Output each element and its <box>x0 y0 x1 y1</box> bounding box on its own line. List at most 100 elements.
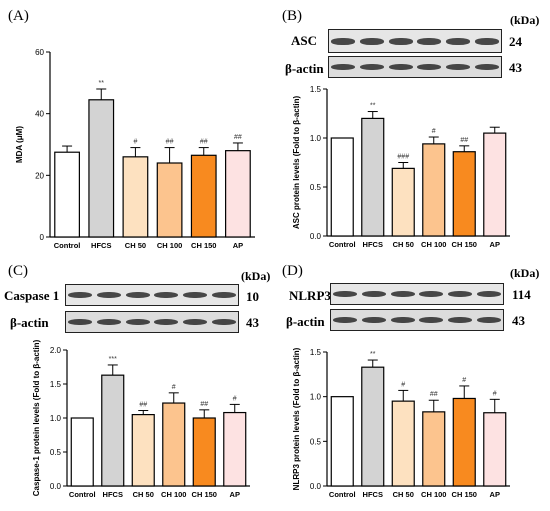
y-tick-label: 1.5 <box>50 380 62 389</box>
significance-label: ## <box>460 137 468 144</box>
x-tick-label: Control <box>54 241 81 250</box>
blot-band <box>447 291 473 298</box>
x-tick-label: AP <box>233 241 243 250</box>
panel-d-letter: (D) <box>282 263 303 279</box>
x-tick-label: AP <box>490 240 500 249</box>
x-tick-label: CH 50 <box>393 240 414 249</box>
bar <box>122 156 149 238</box>
x-tick-label: CH 150 <box>452 240 477 249</box>
x-tick-label: HFCS <box>363 240 383 249</box>
blot-band <box>331 64 356 71</box>
x-tick-label: Control <box>329 240 356 249</box>
blot-c-caspase-label: Caspase 1 <box>4 288 60 303</box>
blot-b-asc-label: ASC <box>291 33 318 48</box>
significance-label: # <box>493 390 497 397</box>
blot-band <box>182 292 208 299</box>
significance-label: ## <box>234 134 242 141</box>
blot-band <box>361 291 387 298</box>
blot-band <box>359 37 385 45</box>
significance-label: # <box>172 384 176 391</box>
blot-c-actin <box>65 311 239 333</box>
blot-c-caspase <box>65 284 239 306</box>
panel-b-letter: (B) <box>282 8 302 24</box>
bar <box>452 397 476 487</box>
bar <box>54 151 80 238</box>
x-tick-label: CH 100 <box>157 241 182 250</box>
blot-band <box>474 64 499 71</box>
blot-c-actin-size: 43 <box>246 315 259 330</box>
x-tick-label: HFCS <box>103 490 123 499</box>
significance-label: ## <box>139 402 147 409</box>
x-tick-label: CH 100 <box>161 490 186 499</box>
x-tick-label: HFCS <box>363 490 383 499</box>
significance-label: # <box>401 381 405 388</box>
y-tick-label: 0.0 <box>50 482 62 491</box>
x-tick-label: CH 100 <box>421 490 446 499</box>
x-tick-label: AP <box>230 490 240 499</box>
blot-band <box>182 319 208 326</box>
panel-a-letter: (A) <box>8 8 29 24</box>
blot-b-asc <box>328 29 502 53</box>
y-tick-label: 1.5 <box>310 348 322 357</box>
blot-band <box>359 64 385 71</box>
significance-label: ## <box>430 391 438 398</box>
blot-band <box>125 319 150 326</box>
bar <box>88 99 115 238</box>
blot-band <box>96 292 122 299</box>
blot-d-nlrp3 <box>330 283 504 305</box>
bar <box>330 137 354 237</box>
x-tick-label: CH 150 <box>452 490 477 499</box>
x-tick-label: CH 150 <box>191 241 216 250</box>
y-tick-label: 1.0 <box>50 414 62 423</box>
blot-band <box>211 292 236 299</box>
bar <box>70 417 94 487</box>
y-tick-label: 1.5 <box>310 85 322 94</box>
y-tick-label: 0.5 <box>310 183 322 192</box>
y-tick-label: 1.0 <box>310 134 322 143</box>
y-tick-label: 0 <box>40 233 45 242</box>
x-tick-label: CH 50 <box>125 241 146 250</box>
panel-c-letter: (C) <box>8 263 28 279</box>
blot-band <box>474 37 499 45</box>
y-axis-label: NLRP3 protein levels (Fold to β-actin) <box>292 347 301 490</box>
blot-band <box>388 37 413 45</box>
panel-c-kda: (kDa) <box>241 269 271 283</box>
x-tick-label: AP <box>490 490 500 499</box>
blot-band <box>447 317 473 324</box>
blot-band <box>419 317 444 324</box>
significance-label: ** <box>99 80 105 87</box>
blot-band <box>154 319 179 326</box>
blot-band <box>417 37 442 45</box>
blot-band <box>476 317 501 324</box>
y-tick-label: 20 <box>35 171 44 180</box>
significance-label: ### <box>397 154 409 161</box>
blot-band <box>68 292 93 299</box>
blot-band <box>390 317 415 324</box>
blot-d-nlrp3-label: NLRP3 <box>289 288 331 303</box>
significance-label: # <box>133 139 137 146</box>
blot-band <box>388 64 413 71</box>
bar <box>361 366 385 487</box>
bar <box>483 412 507 487</box>
significance-label: ## <box>200 401 208 408</box>
blot-band <box>445 37 471 45</box>
blot-b-actin-size: 43 <box>509 60 522 75</box>
y-tick-label: 0.0 <box>310 232 322 241</box>
y-tick-label: 40 <box>35 110 44 119</box>
blot-b-asc-size: 24 <box>509 34 522 49</box>
blot-c-caspase-size: 10 <box>246 289 259 304</box>
significance-label: ** <box>370 351 376 358</box>
blot-band <box>331 37 356 45</box>
significance-label: *** <box>109 356 117 363</box>
bar <box>422 411 446 487</box>
blot-band <box>211 319 236 326</box>
blot-band <box>390 291 415 298</box>
x-tick-label: CH 150 <box>192 490 217 499</box>
y-tick-label: 2.0 <box>50 346 62 355</box>
y-axis-label: MDA (μM) <box>15 126 24 163</box>
y-tick-label: 0.5 <box>50 448 62 457</box>
blot-band <box>154 292 179 299</box>
